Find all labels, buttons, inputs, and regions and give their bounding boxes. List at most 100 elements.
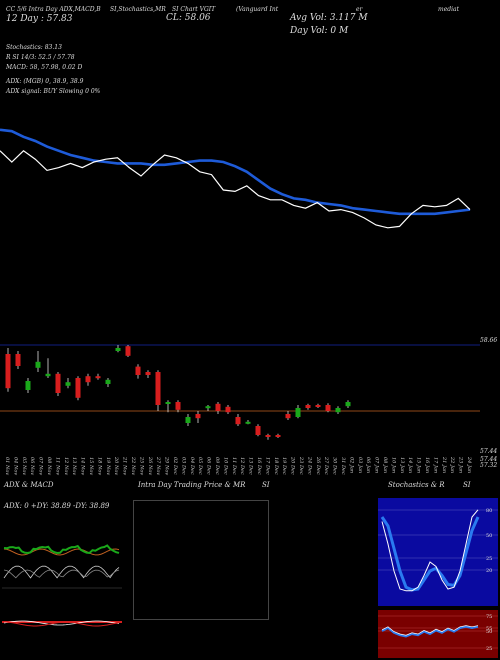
candle <box>175 400 181 413</box>
date-label: 03 Jan <box>357 457 363 473</box>
candle-body <box>25 381 31 390</box>
date-label: 14 Nov <box>80 457 86 475</box>
candle-body <box>225 406 231 413</box>
candle <box>45 358 51 378</box>
day-volume: Day Vol: 0 M <box>290 26 349 36</box>
date-label: 22 Jan <box>449 456 455 473</box>
candle <box>65 378 71 389</box>
date-label: 02 Dec <box>172 457 178 475</box>
date-label: 20 Dec <box>290 456 296 475</box>
header-line1-c: SI Chart VGIT <box>172 6 216 13</box>
candle-body <box>235 417 241 425</box>
candle-body <box>165 402 171 404</box>
date-label: 19 Nov <box>105 457 111 475</box>
date-label: 17 Jan <box>432 457 438 473</box>
date-label: 01 Nov <box>4 457 10 475</box>
adx-readout: ADX: (MGB) 0, 38.9, 38.9 <box>6 78 84 85</box>
candle-body <box>345 402 351 407</box>
date-label: 31 Dec <box>340 457 346 475</box>
date-label: 27 Nov <box>155 456 161 475</box>
candle <box>335 406 341 414</box>
header-line1-d: (Vanguard Int <box>236 6 279 13</box>
macd-signal-line <box>3 621 120 627</box>
main-chart-area: CC 5/6 Intra Day ADX,MACD,B SI,Stochasti… <box>0 6 498 475</box>
candle <box>155 370 161 411</box>
candle-body <box>125 346 131 356</box>
candle <box>125 345 131 357</box>
plus-di-line <box>3 544 120 555</box>
candle-body <box>295 408 301 417</box>
date-label: 04 Dec <box>189 457 195 475</box>
stoch-d-line <box>380 516 480 592</box>
date-label: 16 Dec <box>256 457 262 475</box>
date-label: 25 Nov <box>138 456 144 475</box>
header-line2-a: 12 Day : 57.83 <box>6 14 73 24</box>
date-label: 13 Nov <box>71 457 77 475</box>
candle-body <box>275 435 281 437</box>
candle <box>165 400 171 413</box>
adx-panel: ADX: 0 +DY: 38.89 -DY: 38.89 <box>2 498 122 648</box>
rsi-axis-label: 75 <box>486 614 492 620</box>
candle <box>345 400 351 408</box>
date-label: 07 Jan <box>374 457 380 473</box>
date-label: 26 Nov <box>147 456 153 475</box>
candle-body <box>75 378 81 398</box>
rsi-readout: R SI 14/3: 52.5 / 57.78 <box>6 54 75 61</box>
candle <box>215 402 221 414</box>
intraday-panel <box>133 500 269 620</box>
stoch-axis-label: 20 <box>486 568 492 574</box>
date-label: 23 Jan <box>458 456 464 473</box>
candle-body <box>85 376 91 383</box>
candlestick-chart <box>0 344 480 440</box>
macd-line <box>3 620 120 626</box>
header-line1-f: mediat <box>438 6 459 13</box>
date-label: 06 Dec <box>206 457 212 475</box>
candle-body <box>145 372 151 375</box>
price-axis-low-3: 57.32 <box>480 462 498 469</box>
header-line1-a: CC 5/6 Intra Day ADX,MACD,B <box>6 6 101 13</box>
close-price: CL: 58.06 <box>166 13 211 23</box>
date-label: 11 Nov <box>54 457 60 475</box>
candle-body <box>245 421 251 424</box>
date-label: 19 Dec <box>281 457 287 475</box>
candle <box>255 424 261 437</box>
stoch-axis-label: 25 <box>486 556 492 562</box>
rsi-axis-label: 55 <box>486 626 492 632</box>
candle-body <box>115 348 121 351</box>
date-label: 07 Nov <box>38 457 44 475</box>
stochastics-background <box>378 498 498 606</box>
candle-body <box>335 408 341 413</box>
date-label: 30 Dec <box>332 457 338 475</box>
date-label: 02 Jan <box>348 457 354 473</box>
header-line1-b: SI,Stochastics,MR <box>110 6 166 13</box>
price-axis-top: 58.66 <box>480 337 498 344</box>
date-label: 13 Jan <box>399 457 405 473</box>
date-label: 05 Dec <box>197 457 203 475</box>
intraday-panel-si: SI <box>262 481 270 489</box>
date-label: 21 Jan <box>441 456 447 473</box>
candle-body <box>55 373 61 393</box>
date-label: 16 Jan <box>424 457 430 473</box>
candle-body <box>315 405 321 407</box>
date-label: 18 Dec <box>273 457 279 475</box>
date-label: 24 Jan <box>466 456 472 473</box>
header-line1-e: er <box>356 6 363 13</box>
candle-body <box>135 366 141 375</box>
date-label: 11 Dec <box>231 457 237 475</box>
date-label: 18 Nov <box>96 457 102 475</box>
candle-body <box>105 379 111 384</box>
price-axis-low-2: 57.44 <box>480 456 498 463</box>
date-label: 20 Nov <box>113 456 119 475</box>
candle-body <box>175 402 181 410</box>
candle-body <box>205 406 211 409</box>
stoch-axis-label: 80 <box>486 508 492 514</box>
date-label: 21 Nov <box>122 456 128 475</box>
candle <box>95 373 101 380</box>
candle-body <box>325 405 331 411</box>
candle-body <box>305 405 311 408</box>
rsi-axis-label: 50 <box>486 629 492 635</box>
candle-body <box>215 403 221 411</box>
candle-body <box>45 373 51 377</box>
date-label: 08 Jan <box>382 457 388 473</box>
